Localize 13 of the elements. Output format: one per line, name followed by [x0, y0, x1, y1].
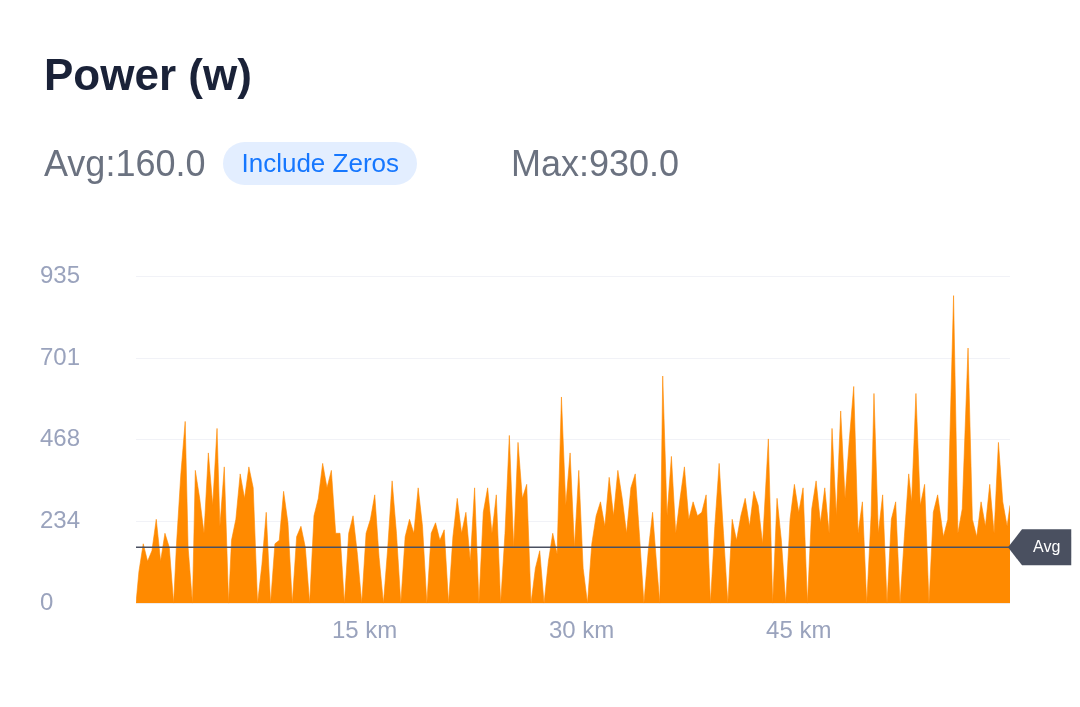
text: Avg:160.0	[44, 142, 206, 185]
ref-line-label: Avg	[1033, 537, 1061, 555]
y-tick-label: 701	[40, 342, 81, 370]
x-tick-label: 45 km	[766, 616, 832, 644]
toggle-button: Include Zeros	[223, 142, 417, 185]
x-tick-label: 15 km	[331, 616, 398, 644]
y-tick-label: 935	[40, 261, 81, 289]
text: Max:930.0	[511, 142, 680, 185]
x-tick-label: 30 km	[549, 616, 615, 644]
y-tick-label: 0	[40, 587, 54, 615]
y-tick-label: 234	[40, 506, 81, 534]
y-tick-label: 468	[40, 424, 81, 452]
chart-title: Power (w)	[44, 50, 252, 100]
